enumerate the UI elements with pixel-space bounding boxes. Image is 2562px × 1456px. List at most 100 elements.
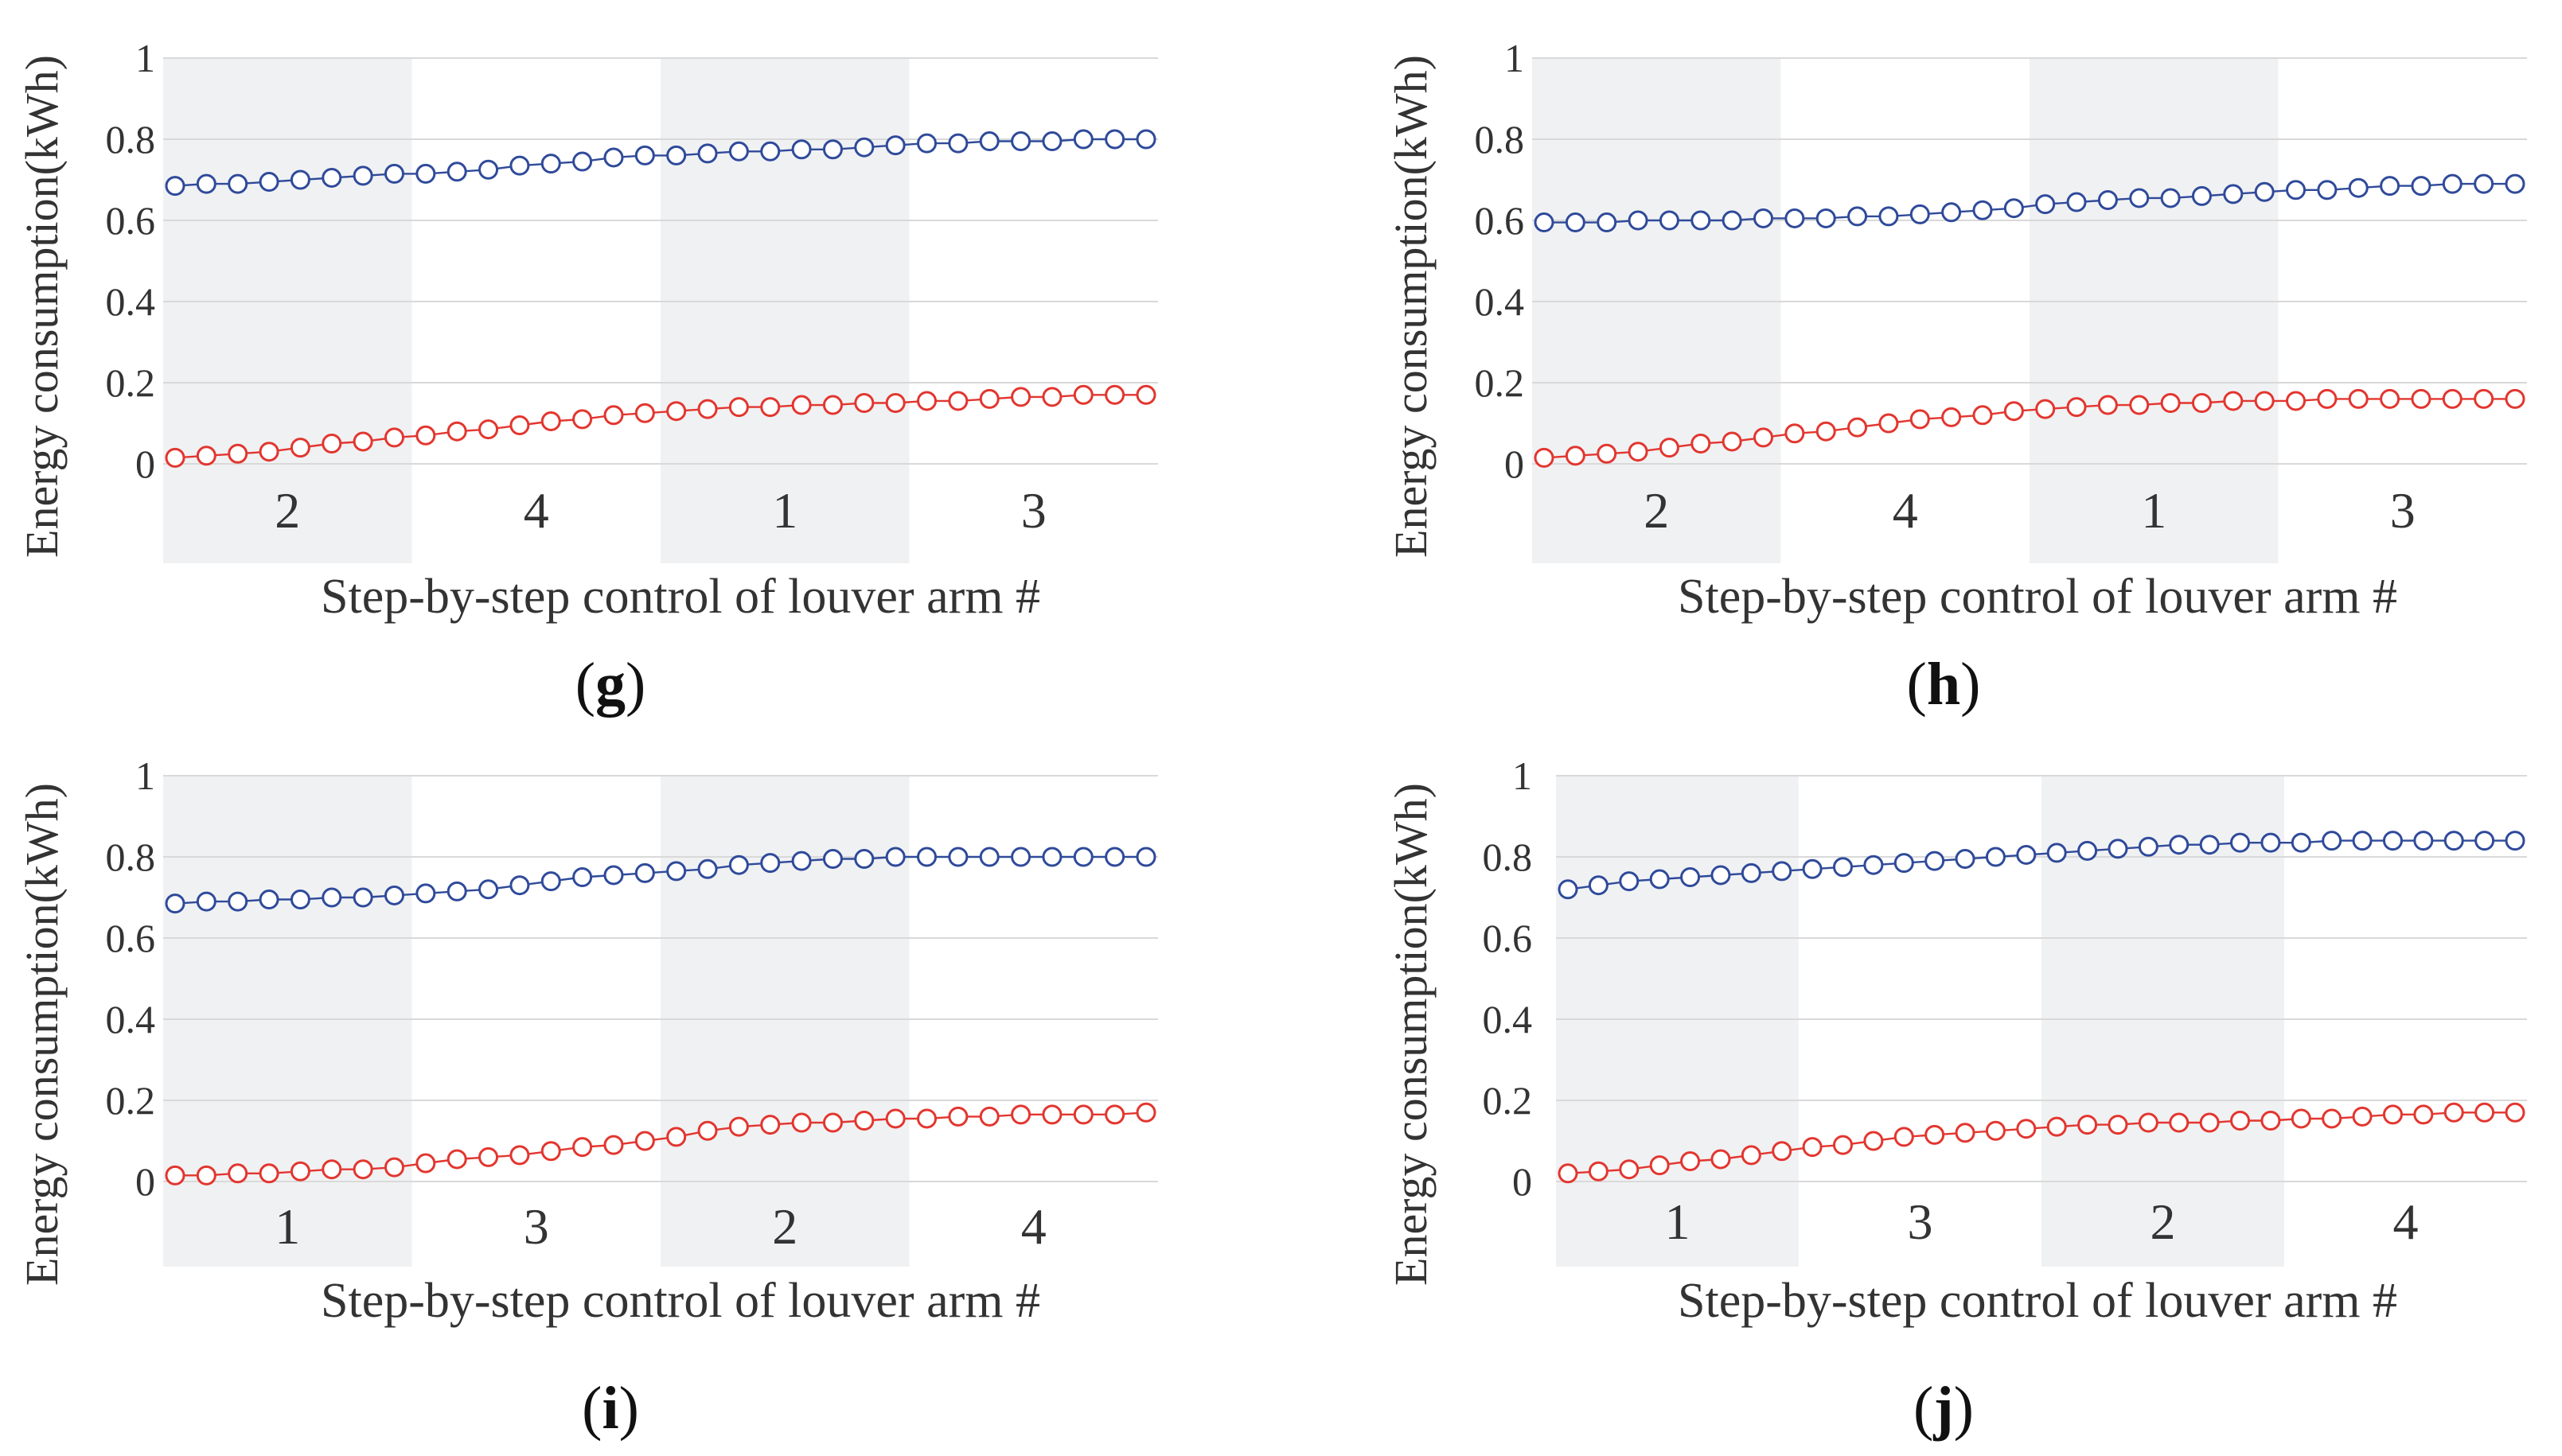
panel-h-series-upper-point — [1972, 200, 1993, 220]
panel-i-series-upper-point — [196, 891, 216, 912]
panel-g-series-upper-point — [384, 163, 404, 184]
panel-h-series-upper-point — [2442, 173, 2463, 194]
panel-i-series-upper-point — [666, 861, 687, 882]
panel-j-band-label-1: 1 — [1665, 1193, 1690, 1250]
panel-i-series-lower-point — [603, 1135, 624, 1155]
panel-g-series-upper-point — [822, 139, 843, 160]
panel-g-series-upper-point — [165, 176, 185, 197]
panel-j-series-upper-point — [2413, 831, 2434, 851]
panel-j-series-upper-point — [1588, 875, 1609, 896]
panel-j-series-upper-point — [2322, 831, 2342, 851]
panel-i-series-lower-point — [290, 1161, 310, 1182]
panel-g-band-label-4: 3 — [1021, 482, 1047, 539]
panel-g-series-lower-point — [384, 427, 404, 448]
panel-h-series-upper-point — [1628, 210, 1648, 231]
panel-i-series-upper-point — [1011, 847, 1031, 867]
panel-g-series-upper-point — [885, 135, 906, 156]
panel-j-series-upper-point — [1680, 867, 1701, 887]
panel-j-ytick-4: 0.8 — [1483, 835, 1533, 879]
panel-g-series-lower-point — [603, 405, 624, 426]
panel-h-series-upper-point — [1909, 204, 1930, 224]
panel-i-series-lower-point — [322, 1159, 342, 1180]
panel-g-series-lower-point — [728, 397, 749, 418]
panel-g-series-lower-point — [165, 447, 185, 468]
panel-i-series-lower-point — [634, 1131, 655, 1151]
panel-g-series-upper-point — [228, 173, 248, 194]
panel-i-series-lower-point — [415, 1153, 436, 1174]
panel-h-caption: (h) — [1907, 651, 1981, 718]
panel-i-ytick-5: 1 — [135, 753, 155, 798]
panel-h-series-lower-point — [2035, 399, 2056, 419]
panel-h-series-lower-point — [1722, 431, 1742, 452]
panel-g-series-lower-point — [917, 391, 938, 411]
panel-j-series-upper-point — [1863, 855, 1884, 875]
panel-j-series-lower-point — [2382, 1104, 2403, 1125]
panel-h-series-upper-point — [1753, 208, 1773, 228]
panel-i-caption: (i) — [582, 1375, 639, 1442]
panel-h-series-lower-point — [1909, 409, 1930, 430]
panel-j-series-lower-point — [1741, 1145, 1761, 1166]
panel-g-series-lower-point — [697, 399, 718, 419]
panel-h-band-label-3: 1 — [2141, 482, 2166, 539]
panel-i-series-lower-point — [540, 1141, 561, 1162]
panel-i-series-lower-point — [196, 1165, 216, 1185]
panel-i-series-upper-point — [165, 893, 185, 914]
panel-h-series-lower-point — [1659, 438, 1679, 458]
panel-h-series-lower-point — [2442, 388, 2463, 409]
panel-i-series-lower-point — [791, 1112, 812, 1133]
panel-h-series-upper-point — [2505, 173, 2525, 194]
panel-i-series-upper-point — [885, 847, 906, 867]
panel-h-series-lower-point — [1690, 434, 1711, 454]
panel-g-series-lower-point — [666, 401, 687, 422]
panel-g-series-upper-point — [1105, 129, 1125, 150]
panel-h-series-upper-point — [2254, 181, 2275, 202]
panel-h-series-upper-point — [2160, 188, 2181, 208]
panel-h-band-label-2: 4 — [1893, 482, 1918, 539]
panel-j-series-lower-point — [2230, 1111, 2251, 1131]
panel-g-series-lower-point — [228, 443, 248, 464]
panel-g-series-upper-point — [446, 162, 467, 182]
panel-j-series-upper-point — [1710, 865, 1731, 886]
panel-g-series-lower-point — [1011, 387, 1031, 407]
panel-j-series-upper-point — [1741, 862, 1761, 883]
panel-j-plot: 0 0.2 0.4 0.6 0.8 1 1 3 2 4 — [1483, 753, 2527, 1267]
panel-i-series-lower-point — [1105, 1104, 1125, 1125]
panel-j-series-lower-point — [2322, 1108, 2342, 1129]
panel-h-series-lower-point — [1878, 413, 1899, 434]
panel-j-series-upper-point — [2016, 844, 2037, 865]
panel-j-ytick-0: 0 — [1512, 1159, 1532, 1204]
panel-h-series-lower-point — [1753, 427, 1773, 448]
panel-g-series-upper-point — [854, 137, 875, 158]
panel-i-ytick-0: 0 — [135, 1159, 155, 1204]
panel-h-series-lower-point — [1628, 442, 1648, 462]
panel-h-series-lower-point — [1972, 405, 1993, 426]
panel-g-series-upper-point — [603, 147, 624, 168]
panel-i-ytick-4: 0.8 — [106, 835, 156, 879]
panel-g-series-upper-point — [634, 145, 655, 165]
panel-g-series-upper-point — [540, 154, 561, 174]
panel-g-series-upper-point — [259, 172, 279, 193]
panel-i-series-upper-point — [415, 883, 436, 904]
panel-g-band-label-1: 2 — [275, 482, 300, 539]
panel-g-series-lower-point — [979, 388, 1000, 409]
panel-i-series-lower-point — [822, 1112, 843, 1133]
panel-g-band-1-shade — [163, 58, 412, 563]
panel-j-series-upper-point — [2382, 831, 2403, 851]
panel-j-series-upper-point — [1985, 847, 2006, 867]
panel-j-series-lower-point — [1802, 1137, 1823, 1158]
panel-h-series-lower-point — [1534, 447, 1554, 468]
panel-h-band-1-shade — [1532, 58, 1781, 563]
panel-j-series-upper-point — [2169, 835, 2190, 855]
panel-i-series-lower-point — [697, 1120, 718, 1141]
panel-g-series-lower-point — [791, 395, 812, 415]
panel-i-xlabel: Step-by-step control of louver arm # — [321, 1274, 1040, 1328]
panel-i-series-upper-point — [228, 891, 248, 912]
panel-g-series-upper-point — [1011, 131, 1031, 152]
panel-h-series-lower-point — [2254, 391, 2275, 411]
panel-g-series-upper-point — [979, 131, 1000, 152]
panel-g-series-upper-point — [322, 167, 342, 188]
panel-g-series-lower-point — [1136, 384, 1156, 405]
panel-j-ytick-1: 0.2 — [1483, 1078, 1533, 1123]
panel-i-series-upper-point — [384, 885, 404, 905]
